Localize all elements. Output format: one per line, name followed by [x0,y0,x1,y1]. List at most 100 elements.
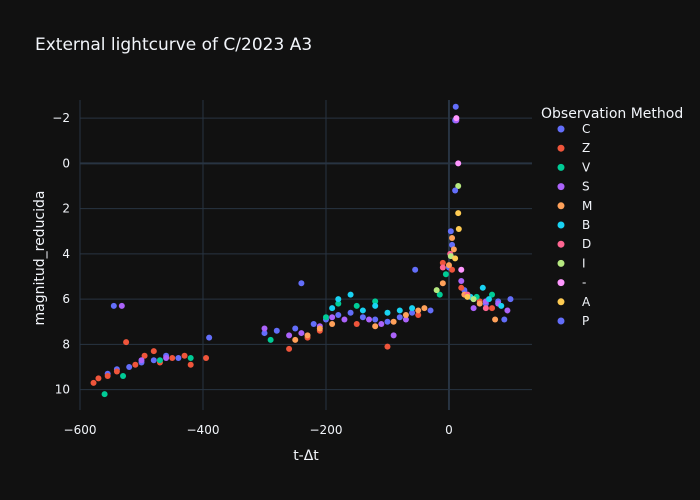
legend-label: A [582,295,591,309]
y-tick-label: 2 [62,202,70,216]
data-point [90,379,97,386]
data-point [169,354,176,361]
data-point [458,266,465,273]
legend-item[interactable]: I [557,256,586,270]
legend-label: V [582,160,591,174]
data-point [267,336,274,343]
data-point [452,187,459,194]
x-tick-label: −200 [310,423,343,437]
data-point [449,235,456,242]
legend-item[interactable]: M [557,199,593,213]
data-point [445,262,452,269]
data-point [163,354,170,361]
y-axis-ticks: −2 0 2 4 6 8 10 [52,111,70,397]
data-point [273,327,280,334]
data-point [335,311,342,318]
data-point [476,300,483,307]
data-point [203,354,210,361]
legend-item[interactable]: - [557,276,587,290]
legend-item[interactable]: C [557,122,591,136]
legend-item[interactable]: B [557,218,591,232]
data-point [261,325,268,332]
x-tick-label: −600 [64,423,97,437]
data-point [455,182,462,189]
legend-item[interactable]: D [557,237,592,251]
legend-item[interactable]: V [557,160,592,174]
legend-label: I [582,256,586,270]
data-point [298,280,305,287]
data-point [412,266,419,273]
data-point [489,305,496,312]
data-point [372,323,379,330]
legend-item[interactable]: P [557,314,590,328]
data-point [132,361,139,368]
data-point [329,321,336,328]
y-tick-label: −2 [52,111,70,125]
data-point [452,255,459,262]
legend-item[interactable]: A [557,295,592,309]
data-point [335,300,342,307]
data-point [455,225,462,232]
data-point [449,241,456,248]
data-point [372,298,379,305]
data-point [384,343,391,350]
data-point [455,210,462,217]
data-point [181,352,188,359]
data-point [439,259,446,266]
legend-label: P [582,314,589,328]
data-point [396,307,403,314]
legend-label: M [582,199,592,213]
data-point [439,280,446,287]
data-point [353,302,360,309]
y-tick-label: 6 [62,292,70,306]
data-point [504,307,511,314]
legend-marker [557,259,565,267]
data-point [101,391,108,398]
data-point [341,316,348,323]
data-point [482,305,489,312]
chart-title: External lightcurve of C/2023 A3 [35,35,312,55]
data-points [90,103,514,398]
legend-item[interactable]: Z [557,141,591,155]
data-point [485,296,492,303]
data-point [409,309,416,316]
data-point [123,339,130,346]
data-point [464,293,471,300]
data-point [442,271,449,278]
data-point [175,354,182,361]
data-point [378,321,385,328]
legend-item[interactable]: S [557,180,590,194]
data-point [498,302,505,309]
data-point [206,334,213,341]
data-point [113,368,120,375]
data-point [458,284,465,291]
data-point [427,307,434,314]
data-point [470,296,477,303]
data-point [120,373,127,380]
data-point [353,321,360,328]
data-point [150,357,157,364]
data-point [187,361,194,368]
legend-label: Z [582,141,590,155]
legend-marker [557,202,565,210]
legend-label: C [582,122,590,136]
y-tick-label: 4 [62,247,70,261]
data-point [453,115,460,122]
legend-label: S [582,180,590,194]
data-point [372,302,379,309]
data-point [335,296,342,303]
legend-marker [557,279,565,287]
x-tick-label: 0 [445,423,453,437]
legend-marker [557,183,565,191]
data-point [95,375,102,382]
legend-marker [557,125,565,133]
data-point [359,314,366,321]
data-point [372,316,379,323]
data-point [304,332,311,339]
data-point [347,309,354,316]
data-point [433,287,440,294]
data-point [156,357,163,364]
data-point [286,345,293,352]
